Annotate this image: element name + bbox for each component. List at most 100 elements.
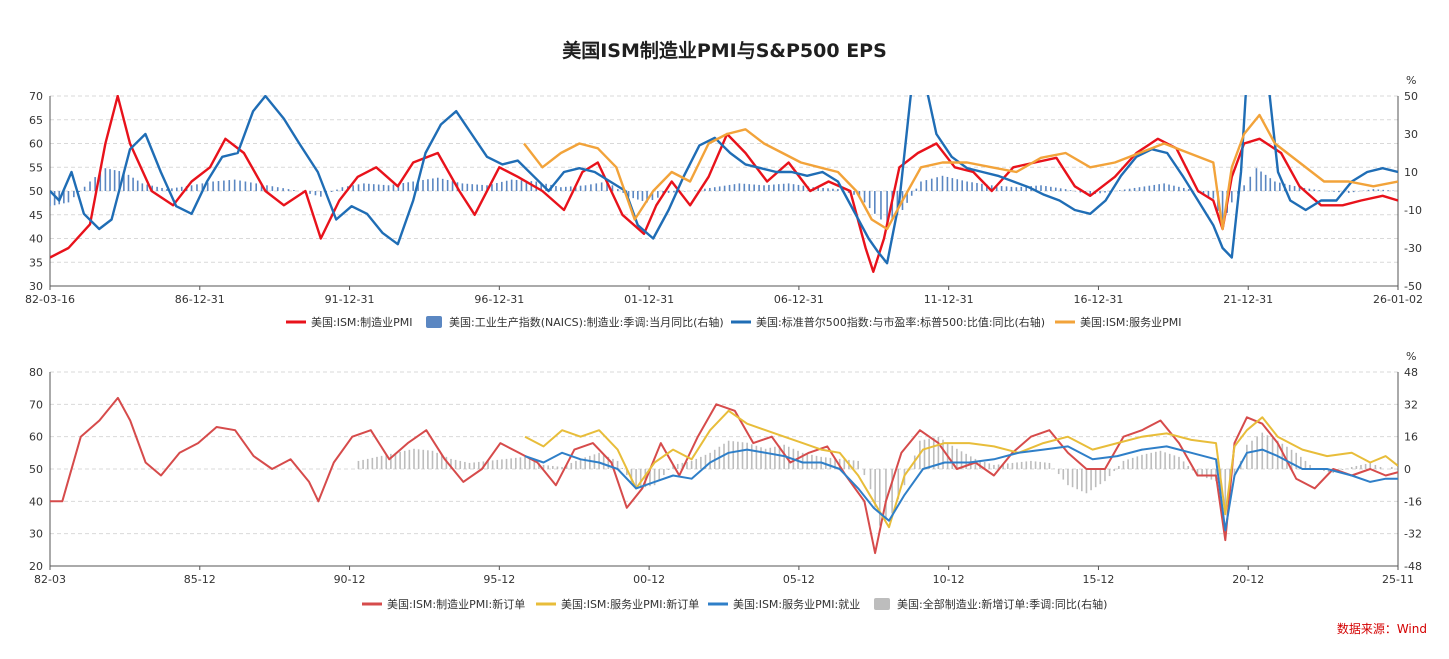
bar-ip [212,181,214,191]
bar-mfg_orders [431,450,434,469]
bar-ip [1050,186,1052,191]
bar-ip [1158,184,1160,191]
bar-mfg_orders [1168,453,1171,469]
bar-mfg_orders [510,458,512,469]
bar-mfg_orders [750,444,753,469]
bar-ip [136,180,139,191]
bar-ip [244,181,247,191]
bar-ip [109,169,111,191]
bar-ip [1133,187,1136,191]
bar-mfg_orders [857,460,859,469]
bar-mfg_orders [764,448,767,469]
bar-ip [723,185,726,191]
bar-mfg_orders [1155,451,1157,469]
legend-label: 美国:ISM:服务业PMI [1080,316,1182,329]
bar-mfg_orders [1150,452,1153,469]
bar-ip [156,186,158,191]
bar-mfg_orders [385,454,388,469]
y-tick-label: 70 [29,398,43,411]
bar-mfg_orders [450,458,452,469]
bar-mfg_orders [951,445,954,469]
bar-mfg_orders [1210,469,1213,480]
bar-mfg_orders [737,441,739,469]
bar-mfg_orders [459,460,462,469]
y-tick-label: 45 [29,209,43,222]
bar-mfg_orders [700,456,702,469]
bar-mfg_orders [1309,464,1311,469]
bar-ip [1279,182,1281,191]
bar-ip [827,188,829,191]
legend-label: 美国:ISM:制造业PMI:新订单 [387,597,525,611]
bar-ip [1035,185,1037,191]
bar-ip [201,183,204,191]
bar-mfg_orders [1081,469,1083,492]
bar-mfg_orders [547,465,549,469]
bar-ip [336,189,338,191]
bar-mfg_orders [496,459,499,469]
bar-mfg_orders [1141,454,1143,469]
source-note: 数据来源：Wind [1336,622,1427,636]
bar-ip [505,180,508,191]
x-tick-label: 25-11 [1382,573,1414,586]
bar-ip [233,179,236,191]
bar-mfg_orders [1224,469,1227,514]
bar-mfg_orders [1295,452,1298,469]
bar-mfg_orders [524,456,526,469]
bar-mfg_orders [1205,469,1208,479]
bar-mfg_orders [829,457,832,469]
bar-mfg_orders [681,462,684,469]
bar-mfg_orders [570,462,573,469]
bar-mfg_orders [621,467,624,469]
x-tick-label: 06-12-31 [774,293,824,306]
bar-ip [1274,181,1276,191]
bar-mfg_orders [635,469,637,490]
bar-mfg_orders [709,452,711,469]
bar-ip [946,176,949,191]
bar-mfg_orders [663,469,665,476]
bar-ip [617,189,619,191]
bar-ip [330,191,333,192]
legend-label: 美国:工业生产指数(NAICS):制造业:季调:当月同比(右轴) [449,315,724,329]
bar-ip [412,181,414,191]
bar-ip [1079,191,1082,193]
bar-mfg_orders [1164,452,1166,469]
bar-mfg_orders [997,464,1000,469]
bar-mfg_orders [565,464,568,469]
bar-ip [1202,191,1205,195]
bar-ip [1231,191,1233,203]
bar-mfg_orders [1374,464,1377,469]
bar-mfg_orders [704,454,707,469]
bar-ip [990,185,993,191]
bar-ip [976,183,978,191]
bar-ip [377,184,380,191]
bar-mfg_orders [1053,468,1055,469]
y2-tick-label: -48 [1404,560,1422,573]
bar-ip [99,172,102,191]
y-tick-label: 60 [29,431,43,444]
bar-ip [476,184,478,191]
bar-mfg_orders [598,452,600,469]
bar-mfg_orders [1261,432,1264,469]
bar-ip [510,179,513,191]
bar-ip [1269,178,1272,191]
bar-ip [341,187,344,191]
legend-label: 美国:全部制造业:新增订单:季调:同比(右轴) [897,597,1107,611]
bar-mfg_orders [676,463,679,469]
bar-ip [657,191,659,198]
bar-ip [392,184,395,191]
bar-mfg_orders [413,448,415,469]
bar-mfg_orders [1071,469,1074,488]
bar-ip [1367,189,1370,191]
bar-mfg_orders [584,457,586,469]
bar-mfg_orders [1145,453,1148,469]
bar-mfg_orders [863,469,866,476]
bar-mfg_orders [983,461,986,469]
y2-tick-label: -50 [1404,280,1422,293]
bar-mfg_orders [928,438,930,469]
bar-ip [951,178,954,191]
bar-mfg_orders [852,460,855,469]
bar-ip [1288,184,1291,191]
bar-mfg_orders [1355,465,1358,469]
bar-ip [1168,184,1170,191]
